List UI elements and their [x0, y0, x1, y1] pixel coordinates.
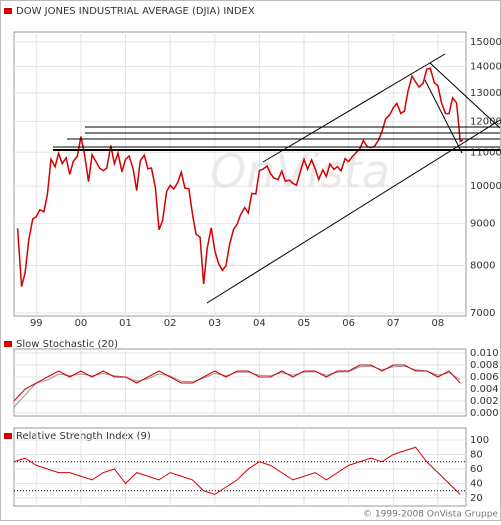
trend-line: [262, 53, 446, 163]
panel-title: Relative Strength Index (9): [16, 431, 151, 442]
trend-line: [429, 62, 501, 129]
x-tick-label: 02: [164, 318, 177, 329]
rsi-panel: [13, 427, 467, 507]
y-tick-label: 0.010: [470, 348, 499, 359]
legend-swatch: [4, 433, 12, 439]
x-tick-label: 03: [208, 318, 221, 329]
x-tick-label: 08: [432, 318, 445, 329]
y-tick-label: 20: [470, 493, 483, 504]
footer: © 1999-2008 OnVista Gruppe: [363, 510, 498, 520]
series-line: [16, 67, 464, 287]
y-tick-label: 80: [470, 450, 483, 461]
y-tick-label: 10000: [470, 181, 501, 192]
x-tick-label: 00: [75, 318, 88, 329]
y-tick-label: 15000: [470, 37, 501, 48]
y-tick-label: 0.004: [470, 384, 499, 395]
x-tick-label: 07: [387, 318, 400, 329]
x-tick-label: 99: [30, 318, 43, 329]
x-tick-label: 06: [342, 318, 355, 329]
y-tick-label: 8000: [470, 261, 495, 272]
annotations: [53, 53, 501, 304]
series-line: [13, 446, 461, 495]
y-tick-label: 14000: [470, 62, 501, 73]
series-line: [13, 364, 461, 402]
x-tick-label: 04: [253, 318, 266, 329]
y-tick-label: 11000: [470, 147, 501, 158]
y-tick-label: 0.006: [470, 372, 499, 383]
y-tick-label: 7000: [470, 308, 495, 319]
legend-swatch: [4, 8, 12, 14]
trend-line: [424, 79, 463, 154]
y-tick-label: 12000: [470, 116, 501, 127]
trend-line: [206, 119, 501, 304]
y-tick-label: 0.000: [470, 408, 499, 419]
y-tick-label: 9000: [470, 219, 495, 230]
x-tick-label: 05: [298, 318, 311, 329]
y-tick-label: 40: [470, 479, 483, 490]
y-tick-label: 13000: [470, 88, 501, 99]
legend-swatch: [4, 341, 12, 347]
y-tick-label: 100: [470, 435, 489, 446]
panel-title: Slow Stochastic (20): [16, 339, 118, 350]
y-tick-label: 0.008: [470, 360, 499, 371]
x-tick-label: 01: [119, 318, 132, 329]
stoch-panel: [13, 348, 467, 417]
chart-title: DOW JONES INDUSTRIAL AVERAGE (DJIA) INDE…: [16, 6, 255, 17]
y-tick-label: 0.002: [470, 396, 499, 407]
y-tick-label: 60: [470, 464, 483, 475]
